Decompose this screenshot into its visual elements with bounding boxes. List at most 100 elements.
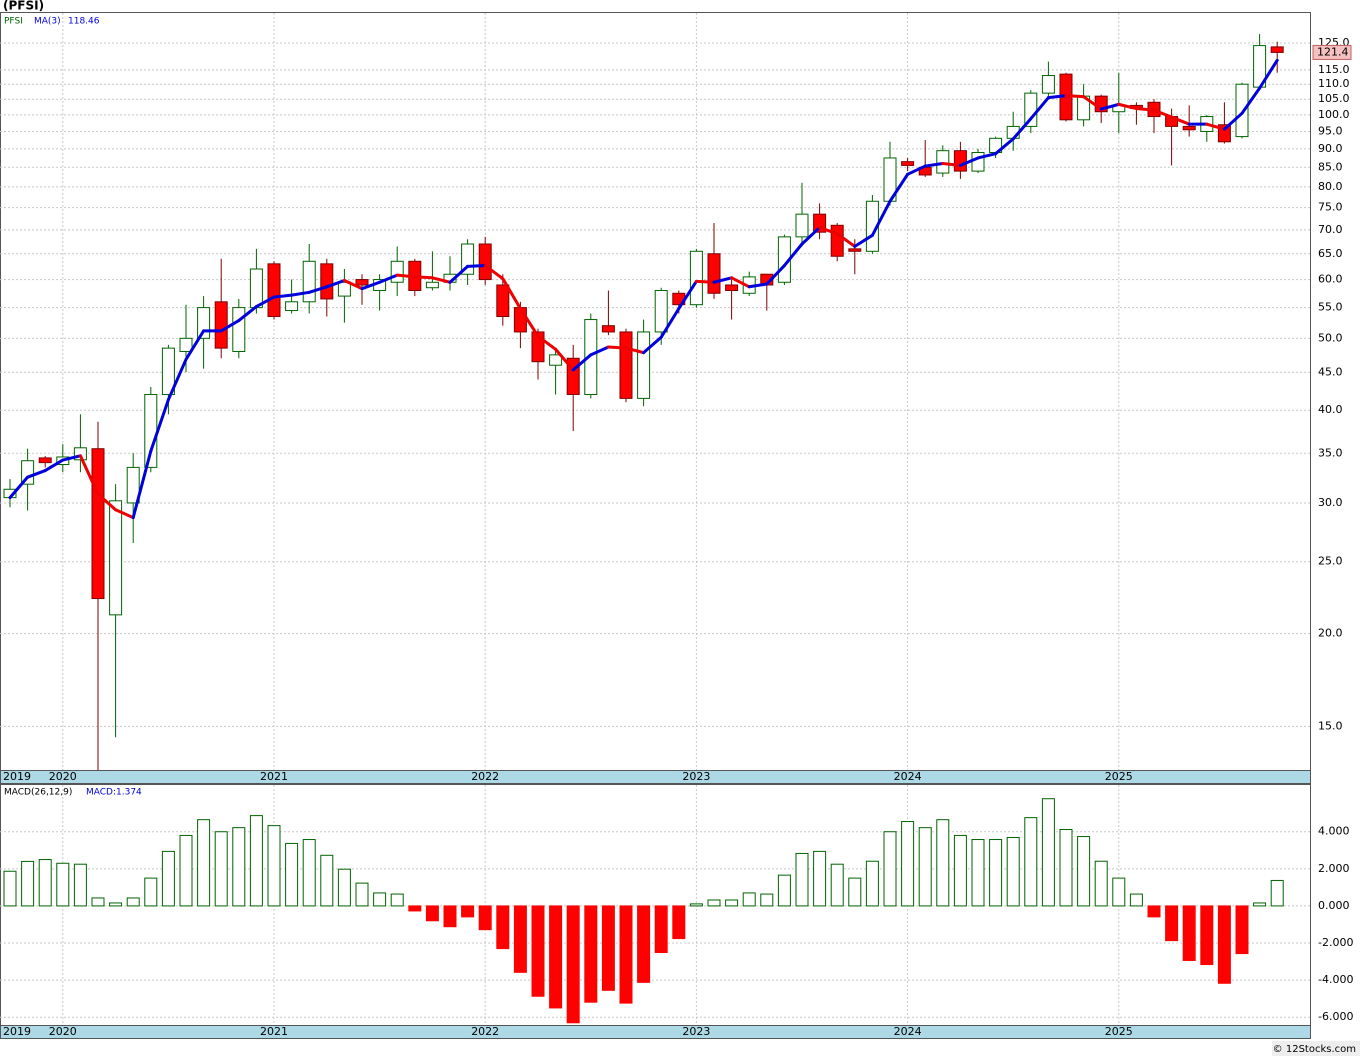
y-tick-label: 60.0 <box>1318 273 1343 286</box>
ma-line <box>254 295 276 309</box>
macd-bar <box>390 893 404 907</box>
candle-body <box>830 224 844 257</box>
candle-body <box>285 301 299 312</box>
macd-bar <box>73 863 87 907</box>
candle-body <box>953 150 967 172</box>
macd-bar <box>848 877 862 907</box>
candle-body <box>232 307 246 352</box>
ma-line <box>1099 102 1121 111</box>
x-tick-label: 2025 <box>1105 770 1133 783</box>
candle-body <box>478 243 492 281</box>
candle-body <box>249 268 263 309</box>
y-tick-label: 80.0 <box>1318 180 1343 193</box>
y-tick-label: 40.0 <box>1318 403 1343 416</box>
ma-line <box>606 345 628 350</box>
y-tick-label: 95.0 <box>1318 124 1343 137</box>
candle-body <box>936 150 950 174</box>
ma-line <box>800 226 822 246</box>
macd-bar <box>355 882 369 907</box>
macd-bar <box>126 897 140 907</box>
ma-line <box>923 162 945 168</box>
y-tick-label: 15.0 <box>1318 719 1343 732</box>
x-tick-label: 2021 <box>260 770 288 783</box>
macd-bar <box>1059 829 1073 907</box>
macd-bar <box>1094 860 1108 907</box>
chart-title: (PFSI) <box>3 0 44 13</box>
macd-bar <box>1217 905 1231 984</box>
last-price: 121.4 <box>1317 45 1349 58</box>
macd-bar <box>1165 905 1179 942</box>
year-strip <box>0 1025 1311 1039</box>
macd-bar <box>337 868 351 907</box>
macd-bar <box>742 892 756 907</box>
ma-line <box>26 469 47 479</box>
ma-line <box>360 280 382 291</box>
ma-line <box>571 353 593 372</box>
ma-line <box>96 492 118 512</box>
ma-line <box>853 233 874 248</box>
y-tick-label: 115.0 <box>1318 63 1350 76</box>
candle-body <box>1182 125 1196 131</box>
macd-bar <box>56 862 70 907</box>
ma-line <box>149 398 170 453</box>
macd-bar <box>443 905 457 928</box>
macd-bar <box>865 860 879 907</box>
x-tick-label: 2020 <box>49 770 77 783</box>
x-tick-label: 2021 <box>260 1025 288 1038</box>
y-tick-label: 100.0 <box>1318 108 1350 121</box>
candle-body <box>337 281 351 297</box>
ma-line <box>1240 86 1262 115</box>
x-tick-label: 2020 <box>49 1025 77 1038</box>
ma-line <box>589 345 610 357</box>
ma-line <box>43 458 65 473</box>
candle-body <box>1235 83 1249 138</box>
candle-body <box>496 284 510 318</box>
y-tick-label: 0.000 <box>1318 899 1350 912</box>
macd-bar <box>1129 893 1143 907</box>
ma-line <box>659 307 681 339</box>
candle-body <box>126 466 140 504</box>
ma-line <box>730 276 751 289</box>
candle-body <box>637 331 651 399</box>
y-tick-label: 85.0 <box>1318 160 1343 173</box>
y-tick-label: -2.000 <box>1318 936 1353 949</box>
ma-line <box>219 319 241 333</box>
macd-bar <box>689 903 703 907</box>
macd-bar <box>707 899 721 907</box>
macd-bar <box>725 899 739 907</box>
ma-line <box>290 290 311 297</box>
macd-bar <box>425 905 439 922</box>
y-tick-label: 90.0 <box>1318 142 1343 155</box>
ma-line <box>694 279 716 284</box>
ma-line <box>870 199 892 237</box>
candle-body <box>549 354 563 366</box>
candle-body <box>267 263 281 318</box>
macd-bar <box>1182 905 1196 961</box>
ma-line <box>325 278 346 289</box>
macd-bar <box>232 827 246 907</box>
ma-line <box>1082 95 1103 111</box>
macd-bar <box>637 905 651 983</box>
macd-bar <box>1147 905 1161 918</box>
ma-line <box>307 285 329 294</box>
macd-bar <box>1112 877 1126 907</box>
ma-line <box>342 278 364 291</box>
ma-line <box>166 357 188 402</box>
ma-line <box>888 172 910 203</box>
x-tick-label: 2024 <box>894 770 922 783</box>
macd-bar <box>1077 836 1091 907</box>
candle-body <box>161 347 175 396</box>
y-tick-label: 35.0 <box>1318 446 1343 459</box>
ma-line <box>114 508 135 520</box>
ma-line <box>131 449 153 520</box>
ma-line <box>378 273 399 284</box>
candle-body <box>179 337 193 352</box>
candle-body <box>1270 46 1284 53</box>
ma-line <box>78 454 100 496</box>
macd-bar <box>161 850 175 907</box>
legend-symbol: PFSI <box>4 17 23 27</box>
y-tick-label: 2.000 <box>1318 862 1350 875</box>
candle-body <box>355 279 369 286</box>
ma-line <box>958 156 980 167</box>
